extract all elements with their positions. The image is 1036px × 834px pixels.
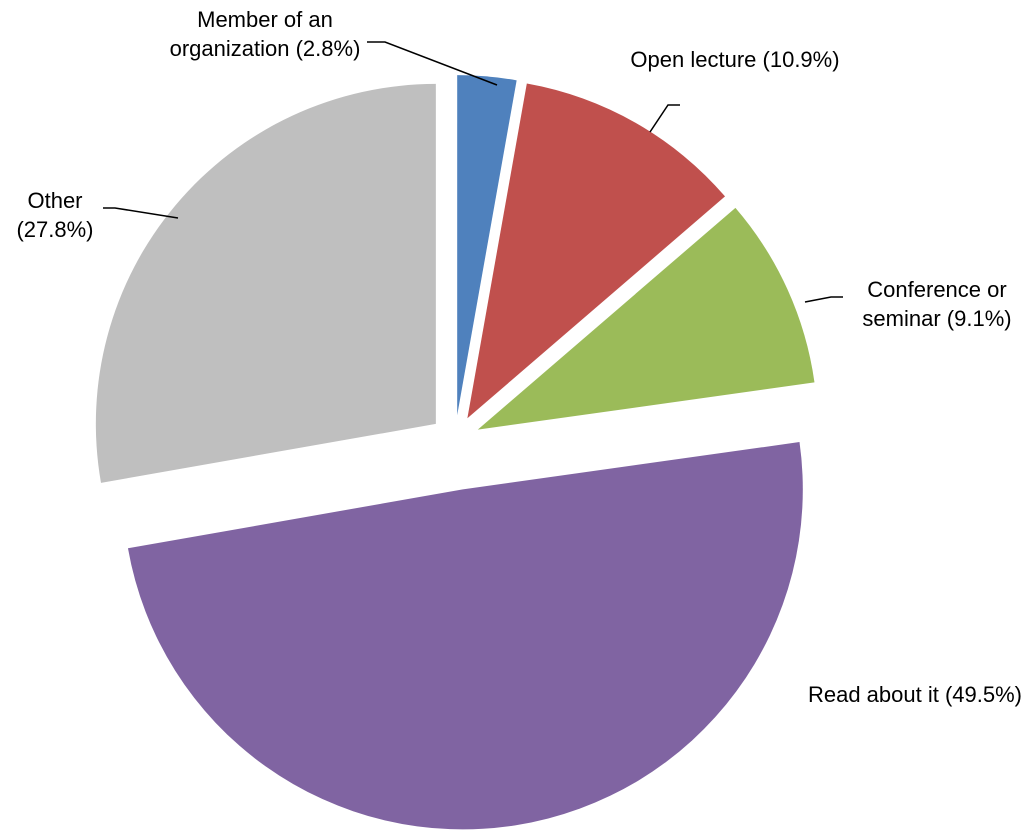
slice-label: Read about it (49.5%) [805, 680, 1025, 709]
category-label: Member of an organization [169, 7, 333, 61]
slice-label: Conference or seminar (9.1%) [838, 275, 1036, 333]
value-label: (49.5%) [944, 682, 1023, 707]
value-label: (27.8%) [16, 217, 94, 242]
pie-slice [467, 83, 726, 419]
pie-slice [127, 442, 803, 830]
category-label: Other [27, 188, 83, 213]
category-label: Conference or seminar [862, 277, 1007, 331]
leader-line [804, 296, 843, 303]
category-label: Read about it [807, 682, 939, 707]
pie-slice [477, 207, 815, 430]
leader-line [103, 207, 179, 219]
value-label: (10.9%) [762, 47, 840, 72]
slice-label: Member of an organization (2.8%) [155, 5, 375, 63]
value-label: (2.8%) [295, 36, 361, 61]
category-label: Open lecture [630, 47, 757, 72]
pie-slice [457, 75, 517, 416]
leader-line [367, 41, 498, 86]
slice-label: Other (27.8%) [0, 186, 110, 244]
leader-line [649, 104, 680, 133]
pie-slice [95, 83, 436, 483]
slice-label: Open lecture (10.9%) [625, 45, 845, 74]
value-label: (9.1%) [946, 306, 1012, 331]
